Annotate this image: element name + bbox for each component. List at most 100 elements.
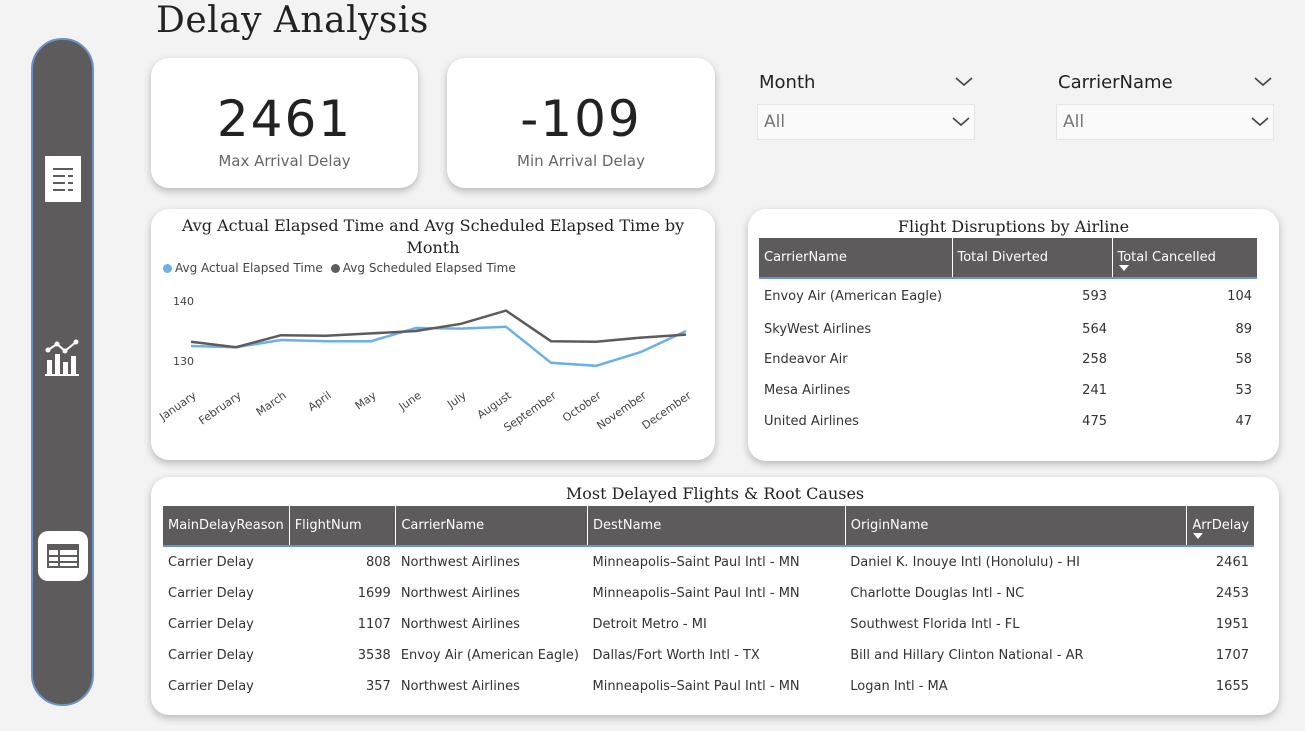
col-header[interactable]: CarrierName <box>759 238 953 278</box>
kpi-label: Max Arrival Delay <box>218 152 351 170</box>
x-tick-label: April <box>306 389 334 414</box>
disruptions-title: Flight Disruptions by Airline <box>897 217 1130 236</box>
table-cell: Detroit Metro - MI <box>592 617 707 632</box>
table-cell: 564 <box>1082 321 1107 337</box>
table-cell: Charlotte Douglas Intl - NC <box>850 586 1025 601</box>
table-cell: Envoy Air (American Eagle) <box>764 289 943 304</box>
table-row[interactable]: Carrier Delay 1107 Northwest Airlines Detro… <box>163 609 1254 640</box>
table-cell: Dallas/Fort Worth Intl - TX <box>592 648 760 663</box>
x-tick-label: January <box>156 389 199 424</box>
table-row[interactable]: Carrier Delay 808 Northwest Airlines Minnea… <box>163 546 1254 578</box>
sort-desc-icon <box>1118 265 1129 271</box>
delayed-flights-title: Most Delayed Flights & Root Causes <box>565 484 865 503</box>
table-cell: Mesa Airlines <box>764 382 851 398</box>
table-cell: 1107 <box>357 617 391 632</box>
sort-desc-icon <box>1193 533 1204 539</box>
table-cell: Minneapolis–Saint Paul Intl - MN <box>592 586 800 601</box>
table-cell: 241 <box>1082 382 1107 398</box>
table-cell: 258 <box>1082 352 1107 368</box>
chevron-down-icon <box>952 117 970 127</box>
kpi-value: -109 <box>520 90 642 148</box>
table-cell: 808 <box>365 555 391 570</box>
table-cell: Northwest Airlines <box>400 586 520 601</box>
delayed-flights-table: MainDelayReason FlightNum CarrierName De… <box>163 506 1254 702</box>
slicer-value: All <box>1063 112 1085 132</box>
month-slicer: Month All <box>757 68 975 140</box>
col-header[interactable]: ArrDelay <box>1186 506 1254 546</box>
y-tick-label: 140 <box>173 295 194 308</box>
table-row[interactable]: Envoy Air (American Eagle) 593 104 <box>759 278 1257 314</box>
kpi-value: 2461 <box>216 90 353 148</box>
table-row[interactable]: United Airlines 475 47 <box>759 406 1257 437</box>
table-cell: 53 <box>1235 382 1252 398</box>
table-cell: 1707 <box>1215 648 1249 663</box>
disruptions-table: CarrierName Total Diverted Total Cancell… <box>759 238 1257 436</box>
table-cell: 89 <box>1235 321 1252 337</box>
table-cell: Logan Intl - MA <box>850 679 948 694</box>
table-row[interactable]: Endeavor Air 258 58 <box>759 345 1257 376</box>
kpi-label: Min Arrival Delay <box>517 152 645 170</box>
table-row[interactable]: Mesa Airlines 241 53 <box>759 375 1257 406</box>
col-header[interactable]: FlightNum <box>289 506 397 546</box>
x-tick-label: June <box>396 389 424 414</box>
x-tick-label: March <box>254 389 289 419</box>
carrier-dropdown[interactable]: All <box>1056 104 1274 140</box>
table-cell: Daniel K. Inouye Intl (Honolulu) - HI <box>850 555 1080 570</box>
table-row[interactable]: Carrier Delay 357 Northwest Airlines Minnea… <box>163 671 1254 702</box>
table-cell: Minneapolis–Saint Paul Intl - MN <box>592 555 800 570</box>
chart-icon[interactable] <box>41 336 85 380</box>
table-cell: 1655 <box>1215 679 1249 694</box>
table-cell: Northwest Airlines <box>400 617 520 632</box>
y-tick-label: 130 <box>173 355 194 368</box>
table-cell: 2453 <box>1215 586 1249 601</box>
col-header[interactable]: MainDelayReason <box>163 506 290 546</box>
table-cell: 1699 <box>357 586 391 601</box>
table-cell: SkyWest Airlines <box>764 321 872 337</box>
table-cell: Minneapolis–Saint Paul Intl - MN <box>592 679 800 694</box>
table-row[interactable]: Carrier Delay 3538 Envoy Air (American Eag… <box>163 640 1254 671</box>
table-cell: Southwest Florida Intl - FL <box>850 617 1020 632</box>
chart-legend: Avg Actual Elapsed Time Avg Scheduled El… <box>151 261 715 275</box>
table-cell: Northwest Airlines <box>400 679 520 694</box>
series-line-actual[interactable] <box>190 325 687 368</box>
table-cell: Envoy Air (American Eagle) <box>400 648 579 663</box>
table-cell: 2461 <box>1215 555 1249 570</box>
chevron-down-icon[interactable] <box>1254 77 1272 87</box>
col-header[interactable]: Total Cancelled <box>1112 238 1257 278</box>
table-cell: 58 <box>1235 352 1252 368</box>
slicer-value: All <box>764 112 786 132</box>
document-icon[interactable] <box>44 156 81 202</box>
table-cell: Carrier Delay <box>168 679 254 694</box>
table-cell: Endeavor Air <box>764 352 848 368</box>
col-header[interactable]: OriginName <box>845 506 1188 546</box>
table-cell: Carrier Delay <box>168 617 254 632</box>
col-header[interactable]: Total Diverted <box>952 238 1113 278</box>
series-line-scheduled[interactable] <box>190 309 687 349</box>
chevron-down-icon[interactable] <box>955 77 973 87</box>
table-cell: 3538 <box>357 648 391 663</box>
x-tick-label: November <box>594 389 649 433</box>
table-cell: 47 <box>1235 413 1252 429</box>
table-cell: 104 <box>1227 289 1252 304</box>
table-cell: 475 <box>1082 413 1107 429</box>
table-cell: United Airlines <box>764 413 859 429</box>
table-row[interactable]: Carrier Delay 1699 Northwest Airlines Minne… <box>163 578 1254 609</box>
month-dropdown[interactable]: All <box>757 104 975 140</box>
sidebar <box>31 38 94 706</box>
col-header[interactable]: DestName <box>587 506 846 546</box>
kpi-card-max: 2461 Max Arrival Delay <box>151 58 418 188</box>
table-cell: Bill and Hillary Clinton National - AR <box>850 648 1084 663</box>
col-header[interactable]: CarrierName <box>395 506 588 546</box>
legend-item-scheduled[interactable]: Avg Scheduled Elapsed Time <box>330 261 516 275</box>
table-cell: Northwest Airlines <box>400 555 520 570</box>
table-cell: Carrier Delay <box>168 555 254 570</box>
table-cell: 1951 <box>1215 617 1249 632</box>
table-cell: Carrier Delay <box>168 586 254 601</box>
table-row[interactable]: SkyWest Airlines 564 89 <box>759 314 1257 345</box>
legend-item-actual[interactable]: Avg Actual Elapsed Time <box>163 261 323 275</box>
x-tick-label: February <box>196 389 244 428</box>
table-cell: 357 <box>365 679 391 694</box>
line-chart-card: Avg Actual Elapsed Time and Avg Schedule… <box>151 209 715 460</box>
chevron-down-icon <box>1251 117 1269 127</box>
table-icon[interactable] <box>37 531 88 581</box>
